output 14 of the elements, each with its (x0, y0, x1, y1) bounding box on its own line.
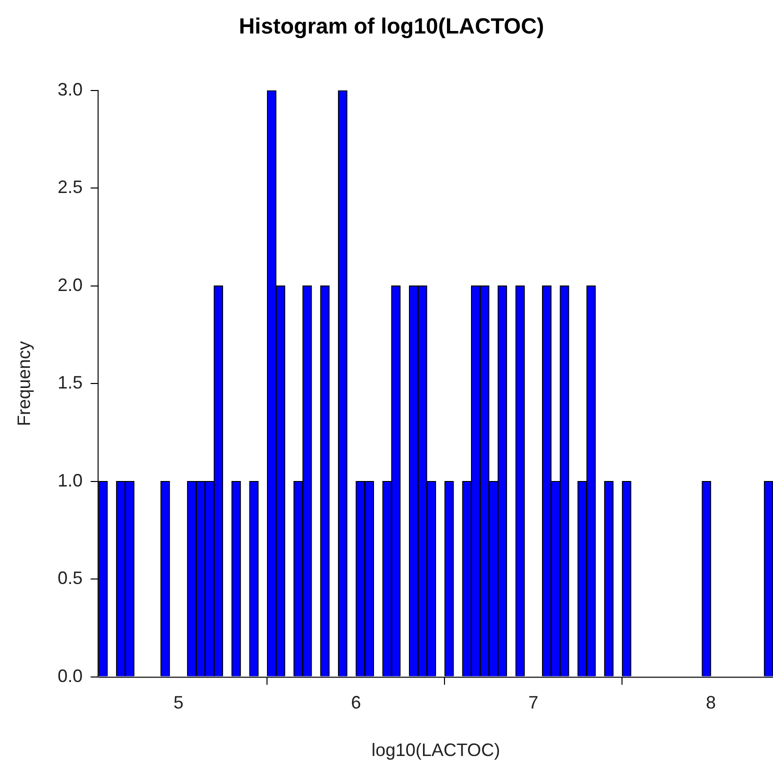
y-tick-label: 3.0 (58, 79, 83, 100)
x-tick-label: 6 (350, 692, 361, 713)
y-axis-title: Frequency (14, 341, 34, 426)
x-axis-title: log10(LACTOC) (371, 740, 500, 760)
y-tick-label: 1.5 (58, 372, 83, 393)
x-tick-label: 8 (706, 692, 716, 713)
y-tick-label: 1.0 (58, 470, 83, 490)
y-tick-label: 2.5 (58, 177, 83, 198)
y-tick-label: 0.5 (58, 568, 83, 588)
y-tick-label: 2.0 (58, 274, 83, 295)
x-tick-label: 5 (173, 692, 184, 713)
y-tick-label: 0.0 (58, 666, 83, 686)
x-tick-label: 7 (528, 692, 538, 713)
chart-title: Histogram of log10(LACTOC) (238, 13, 544, 38)
